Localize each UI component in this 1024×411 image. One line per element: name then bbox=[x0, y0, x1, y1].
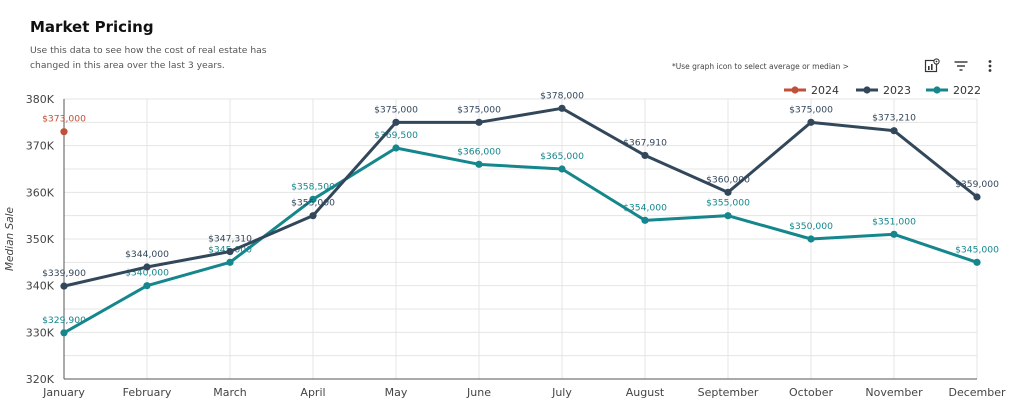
data-label-2022: $358,500 bbox=[291, 181, 335, 192]
x-tick-label: November bbox=[865, 386, 923, 399]
series-2024: $373,000 bbox=[42, 114, 86, 136]
chart-axes: 320K 330K 340K 350K 360K 370K 380K January Febru… bbox=[4, 93, 1006, 399]
data-point-2022 bbox=[558, 165, 566, 173]
data-label-2023: $378,000 bbox=[540, 90, 584, 101]
chart-series: $329,900 $340,000 $345,000 $358,500 $369,500… bbox=[42, 90, 999, 337]
data-point-2023 bbox=[807, 118, 815, 126]
y-axis-title: Median Sale bbox=[4, 207, 16, 271]
y-tick-label: 330K bbox=[26, 326, 55, 339]
x-tick-label: October bbox=[789, 386, 833, 399]
x-tick-label: August bbox=[626, 386, 665, 399]
data-label-2022: $355,000 bbox=[706, 198, 750, 209]
data-label-2022: $354,000 bbox=[623, 202, 667, 213]
legend-label: 2022 bbox=[953, 84, 981, 97]
data-label-2022: $340,000 bbox=[125, 268, 169, 279]
data-label-2023: $367,910 bbox=[623, 137, 667, 148]
data-label-2023: $373,210 bbox=[872, 113, 916, 124]
chart-settings-button[interactable] bbox=[922, 56, 942, 76]
x-tick-label: January bbox=[42, 386, 85, 399]
page-subtitle: Use this data to see how the cost of rea… bbox=[30, 45, 267, 71]
legend-swatch-dot bbox=[933, 86, 941, 94]
y-tick-label: 320K bbox=[26, 373, 55, 386]
data-label-2022: $345,000 bbox=[955, 244, 999, 255]
chart-grid bbox=[63, 98, 978, 380]
y-tick-label: 340K bbox=[26, 280, 55, 293]
x-tick-label: March bbox=[213, 386, 247, 399]
data-label-2023: $359,000 bbox=[955, 179, 999, 190]
data-label-2023: $375,000 bbox=[374, 104, 418, 115]
x-tick-label: July bbox=[551, 386, 572, 399]
x-tick-label: April bbox=[300, 386, 325, 399]
legend-label: 2023 bbox=[883, 84, 911, 97]
legend-label: 2024 bbox=[811, 84, 839, 97]
data-label-2022: $365,000 bbox=[540, 151, 584, 162]
data-point-2023 bbox=[392, 118, 400, 126]
data-label-2022: $351,000 bbox=[872, 216, 916, 227]
x-tick-label: June bbox=[466, 386, 491, 399]
legend-item-2024: 2024 bbox=[784, 84, 839, 97]
legend-swatch-dot bbox=[863, 86, 871, 94]
legend-item-2022: 2022 bbox=[926, 84, 981, 97]
data-point-2022 bbox=[807, 235, 815, 243]
data-point-2024 bbox=[60, 128, 68, 136]
more-vertical-icon bbox=[988, 60, 992, 72]
chart-toolbar bbox=[922, 56, 1000, 76]
data-point-2022 bbox=[890, 230, 898, 238]
x-tick-label: September bbox=[698, 386, 759, 399]
data-point-2022 bbox=[309, 195, 317, 203]
page-title: Market Pricing bbox=[30, 18, 154, 36]
data-point-2023 bbox=[475, 118, 483, 126]
data-label-2023: $375,000 bbox=[457, 104, 501, 115]
data-point-2023 bbox=[558, 104, 566, 112]
y-tick-label: 350K bbox=[26, 233, 55, 246]
y-tick-label: 360K bbox=[26, 186, 55, 199]
series-2023: $339,900 $344,000 $347,310 $355,000 $375,000… bbox=[42, 90, 999, 290]
chart-legend: 2024 2023 2022 bbox=[784, 84, 981, 97]
data-point-2023 bbox=[973, 193, 981, 201]
data-label-2023: $360,000 bbox=[706, 174, 750, 185]
data-point-2023 bbox=[143, 263, 151, 271]
x-tick-label: December bbox=[948, 386, 1006, 399]
more-options-button[interactable] bbox=[980, 56, 1000, 76]
data-point-2023 bbox=[641, 151, 649, 160]
data-point-2023 bbox=[309, 212, 317, 220]
data-label-2023: $355,000 bbox=[291, 198, 335, 209]
chart-settings-icon bbox=[924, 58, 940, 73]
data-point-2023 bbox=[60, 282, 68, 290]
series-2022: $329,900 $340,000 $345,000 $358,500 $369,500… bbox=[42, 130, 999, 337]
data-point-2023 bbox=[890, 127, 898, 135]
data-label-2023: $375,000 bbox=[789, 104, 833, 115]
series-line-2023 bbox=[63, 106, 978, 288]
data-point-2022 bbox=[60, 329, 68, 337]
y-tick-label: 380K bbox=[26, 93, 55, 106]
data-point-2022 bbox=[641, 216, 649, 224]
x-tick-label: May bbox=[385, 386, 408, 399]
filter-button[interactable] bbox=[951, 56, 971, 76]
data-point-2023 bbox=[226, 247, 234, 256]
data-label-2022: $329,900 bbox=[42, 315, 86, 326]
legend-item-2023: 2023 bbox=[856, 84, 911, 97]
data-label-2022: $366,000 bbox=[457, 146, 501, 157]
data-point-2022 bbox=[973, 258, 981, 266]
series-line-2022 bbox=[63, 146, 978, 335]
data-label-2023: $339,900 bbox=[42, 268, 86, 279]
data-label-2023: $347,310 bbox=[208, 234, 252, 245]
data-point-2022 bbox=[226, 258, 234, 266]
data-label-2024: $373,000 bbox=[42, 114, 86, 125]
data-label-2023: $344,000 bbox=[125, 249, 169, 260]
data-label-2022: $350,000 bbox=[789, 221, 833, 232]
data-label-2022: $369,500 bbox=[374, 130, 418, 141]
legend-swatch-dot bbox=[791, 86, 799, 94]
data-point-2022 bbox=[392, 144, 400, 152]
graph-hint: *Use graph icon to select average or med… bbox=[672, 62, 849, 71]
y-tick-label: 370K bbox=[26, 140, 55, 153]
data-point-2022 bbox=[475, 160, 483, 168]
x-tick-label: February bbox=[123, 386, 172, 399]
data-point-2023 bbox=[724, 188, 732, 196]
data-point-2022 bbox=[143, 282, 151, 290]
data-point-2022 bbox=[724, 212, 732, 220]
filter-icon bbox=[954, 61, 968, 71]
